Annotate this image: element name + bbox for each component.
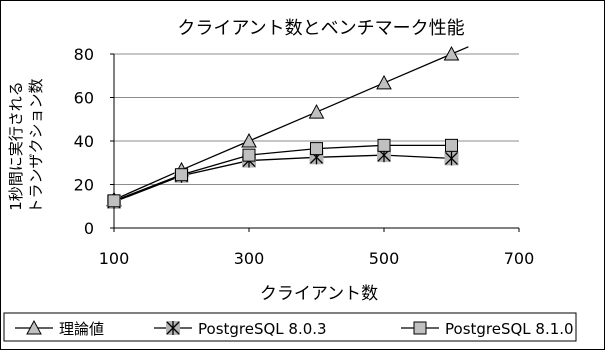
legend-marker-1	[166, 321, 180, 335]
legend-marker-0	[26, 319, 42, 335]
legend-box	[3, 312, 577, 342]
x-axis-label: クライアント数	[260, 284, 378, 304]
y-tick-label-20: 20	[74, 176, 94, 195]
series-1-point-5	[444, 151, 459, 166]
y-axis-label-line2: トランザクション数	[27, 78, 45, 213]
y-tick-label-40: 40	[74, 132, 94, 151]
series-0-line	[113, 46, 469, 201]
y-tick-label-60: 60	[74, 89, 94, 108]
series-0-point-4	[376, 74, 392, 90]
series-0-point-3	[308, 104, 325, 119]
series-0-point-5	[443, 45, 460, 61]
x-tick-label-700: 700	[504, 249, 535, 268]
legend-item-2: PostgreSQL 8.1.0	[401, 320, 574, 338]
legend-item-1: PostgreSQL 8.0.3	[154, 320, 327, 338]
series-2-point-4	[377, 138, 391, 152]
chart-title: クライアント数とベンチマーク性能	[177, 18, 464, 39]
legend-label-1: PostgreSQL 8.0.3	[198, 320, 327, 338]
x-tick-label-500: 500	[369, 249, 400, 268]
series-2-line	[113, 144, 452, 202]
series-2-point-0	[107, 194, 121, 208]
series-1-line	[113, 154, 452, 203]
series-0-point-2	[241, 132, 257, 148]
y-tick-label-0: 0	[84, 219, 94, 238]
legend: 理論値 PostgreSQL 8.0.3 PostgreSQL 8.1.0	[15, 319, 574, 338]
x-tick-label-300: 300	[234, 249, 265, 268]
series-2-point-1	[175, 168, 188, 182]
y-axis-label: 1秒間に実行される トランザクション数	[7, 78, 45, 213]
legend-label-0: 理論値	[59, 320, 104, 338]
y-tick-label-80: 80	[74, 45, 94, 64]
series-2-point-2	[242, 148, 256, 162]
legend-item-0: 理論値	[15, 319, 104, 338]
legend-marker-2	[413, 321, 427, 335]
series-2-point-5	[445, 138, 458, 152]
y-axis-label-line1: 1秒間に実行される	[7, 81, 25, 211]
series-2-point-3	[310, 142, 323, 156]
plot-area: 0 20 40 60 80 100 300 500 700	[74, 45, 535, 268]
x-tick-label-100: 100	[99, 249, 130, 268]
legend-label-2: PostgreSQL 8.1.0	[445, 320, 574, 338]
